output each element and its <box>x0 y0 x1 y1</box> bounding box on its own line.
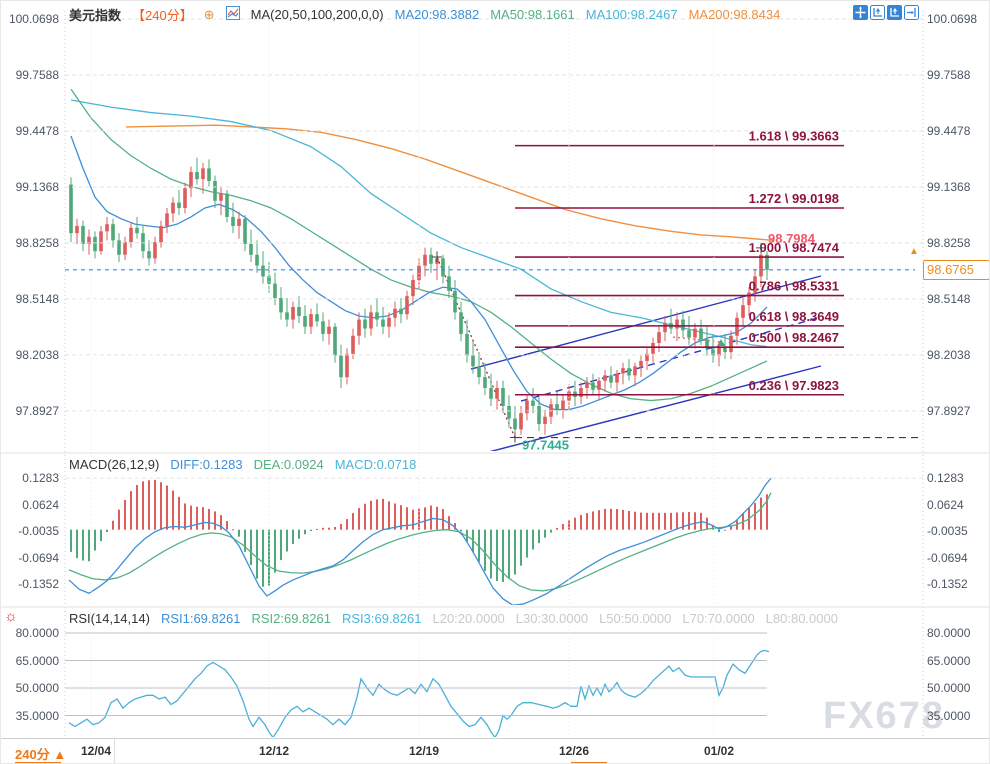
fib-label: 0.500 \ 98.2467 <box>749 330 839 345</box>
chart-toolbar <box>853 5 919 20</box>
rsi-l80: L80:80.0000 <box>765 611 838 626</box>
fib-label: 0.786 \ 98.5331 <box>749 279 839 294</box>
axis-label: 100.0698 <box>8 12 59 26</box>
high-price-label: 98.7984 <box>768 231 816 246</box>
axis-label: 80.0000 <box>15 626 59 640</box>
rsi3-value: RSI3:69.8261 <box>341 611 422 626</box>
axis-label: -0.0035 <box>18 524 59 539</box>
macd-params: MACD(26,12,9) <box>69 457 160 472</box>
time-label: 12/04 <box>81 744 112 758</box>
axis-label: 99.4478 <box>15 123 59 138</box>
rsi-l50: L50:50.0000 <box>599 611 672 626</box>
axis-label: -0.0035 <box>927 524 968 539</box>
main-chart-header: 美元指数 【240分】 ⊕ MA(20,50,100,200,0,0) MA20… <box>69 5 780 24</box>
timeframe-indicator[interactable]: 240分 ▲ <box>15 747 67 762</box>
jump-to-latest-icon[interactable] <box>904 5 919 20</box>
y-axis-scale-icon[interactable] <box>870 5 885 20</box>
axis-label: 98.2038 <box>15 347 59 362</box>
macd-dea-value: DEA:0.0924 <box>253 457 324 472</box>
axis-label: 0.1283 <box>927 471 964 486</box>
indicator-settings-sun-icon[interactable]: ☼ <box>4 608 18 625</box>
axis-label: 65.0000 <box>15 653 59 668</box>
indicator-chart-icon[interactable] <box>225 6 240 23</box>
symbol-title: 美元指数 <box>69 8 122 23</box>
rsi-l20: L20:20.0000 <box>432 611 505 626</box>
axis-label: 98.2038 <box>927 347 971 362</box>
axis-label: 0.0624 <box>927 497 964 512</box>
y-axis-scale-active-icon[interactable] <box>887 5 902 20</box>
axis-label: 35.0000 <box>15 708 59 723</box>
axis-label: 99.7588 <box>927 67 971 82</box>
current-price-tag: 98.6765 <box>923 260 989 280</box>
axis-label: 99.7588 <box>15 67 59 82</box>
fib-label: 1.618 \ 99.3663 <box>749 129 839 144</box>
low-price-label: 97.7445 <box>522 438 569 453</box>
ma50-value: MA50:98.1661 <box>490 7 575 22</box>
axis-label: 80.0000 <box>927 626 971 640</box>
rsi-l70: L70:70.0000 <box>682 611 755 626</box>
rsi2-value: RSI2:69.8261 <box>251 611 331 626</box>
timebar-accent-left <box>15 762 61 763</box>
axis-label: -0.1352 <box>18 577 59 592</box>
axis-label: 35.0000 <box>927 708 971 723</box>
axis-label: 98.8258 <box>15 235 59 250</box>
axis-label: 99.4478 <box>927 123 971 138</box>
axis-label: 97.8927 <box>927 403 971 418</box>
ma20-value: MA20:98.3882 <box>394 7 480 22</box>
fib-label: 1.000 \ 98.7474 <box>749 240 840 255</box>
fib-label: 0.236 \ 97.9823 <box>749 378 839 393</box>
axis-label: 99.1368 <box>927 179 971 194</box>
time-label: 01/02 <box>704 744 735 758</box>
fib-label: 1.272 \ 99.0198 <box>749 191 839 206</box>
watermark: FX678 <box>823 695 945 737</box>
ma100-value: MA100:98.2467 <box>585 7 678 22</box>
ma-params: MA(20,50,100,200,0,0) <box>250 7 384 22</box>
axis-label: -0.0694 <box>18 550 59 565</box>
axis-label: -0.1352 <box>927 577 968 592</box>
period-selector[interactable]: 【240分】 <box>132 8 193 23</box>
macd-header: MACD(26,12,9) DIFF:0.1283 DEA:0.0924 MAC… <box>69 457 416 472</box>
axis-label: 99.1368 <box>15 179 59 194</box>
time-axis-bar: 240分 ▲ 12/04 12/12 12/19 12/26 01/02 <box>1 738 989 763</box>
axis-label: 98.8258 <box>927 235 971 250</box>
axis-label: 0.1283 <box>22 471 59 486</box>
macd-diff-value: DIFF:0.1283 <box>170 457 243 472</box>
pan-tool-icon[interactable] <box>853 5 868 20</box>
macd-value: MACD:0.0718 <box>334 457 417 472</box>
axis-label: -0.0694 <box>927 550 968 565</box>
time-label: 12/12 <box>259 744 290 758</box>
axis-label: 98.5148 <box>927 291 971 306</box>
timebar-divider <box>114 739 115 763</box>
axis-label: 50.0000 <box>15 681 59 695</box>
axis-label: 98.5148 <box>15 291 59 306</box>
rsi-header: RSI(14,14,14) RSI1:69.8261 RSI2:69.8261 … <box>69 611 838 626</box>
axis-label: 0.0624 <box>22 497 59 512</box>
axis-label: 50.0000 <box>927 681 971 695</box>
price-up-arrow-icon: ▲ <box>909 246 919 257</box>
link-icon[interactable]: ⊕ <box>203 6 215 22</box>
rsi-params: RSI(14,14,14) <box>69 611 150 626</box>
axis-label: 65.0000 <box>927 653 971 668</box>
ma200-value: MA200:98.8434 <box>688 7 781 22</box>
axis-label: 100.0698 <box>927 12 978 26</box>
rsi1-value: RSI1:69.8261 <box>160 611 241 626</box>
rsi-l30: L30:30.0000 <box>515 611 589 626</box>
axis-label: 97.8927 <box>15 403 59 418</box>
time-label: 12/26 <box>559 744 590 758</box>
timebar-scroll-thumb[interactable] <box>571 762 607 763</box>
fib-label: 0.618 \ 98.3649 <box>749 309 839 324</box>
time-label: 12/19 <box>409 744 440 758</box>
